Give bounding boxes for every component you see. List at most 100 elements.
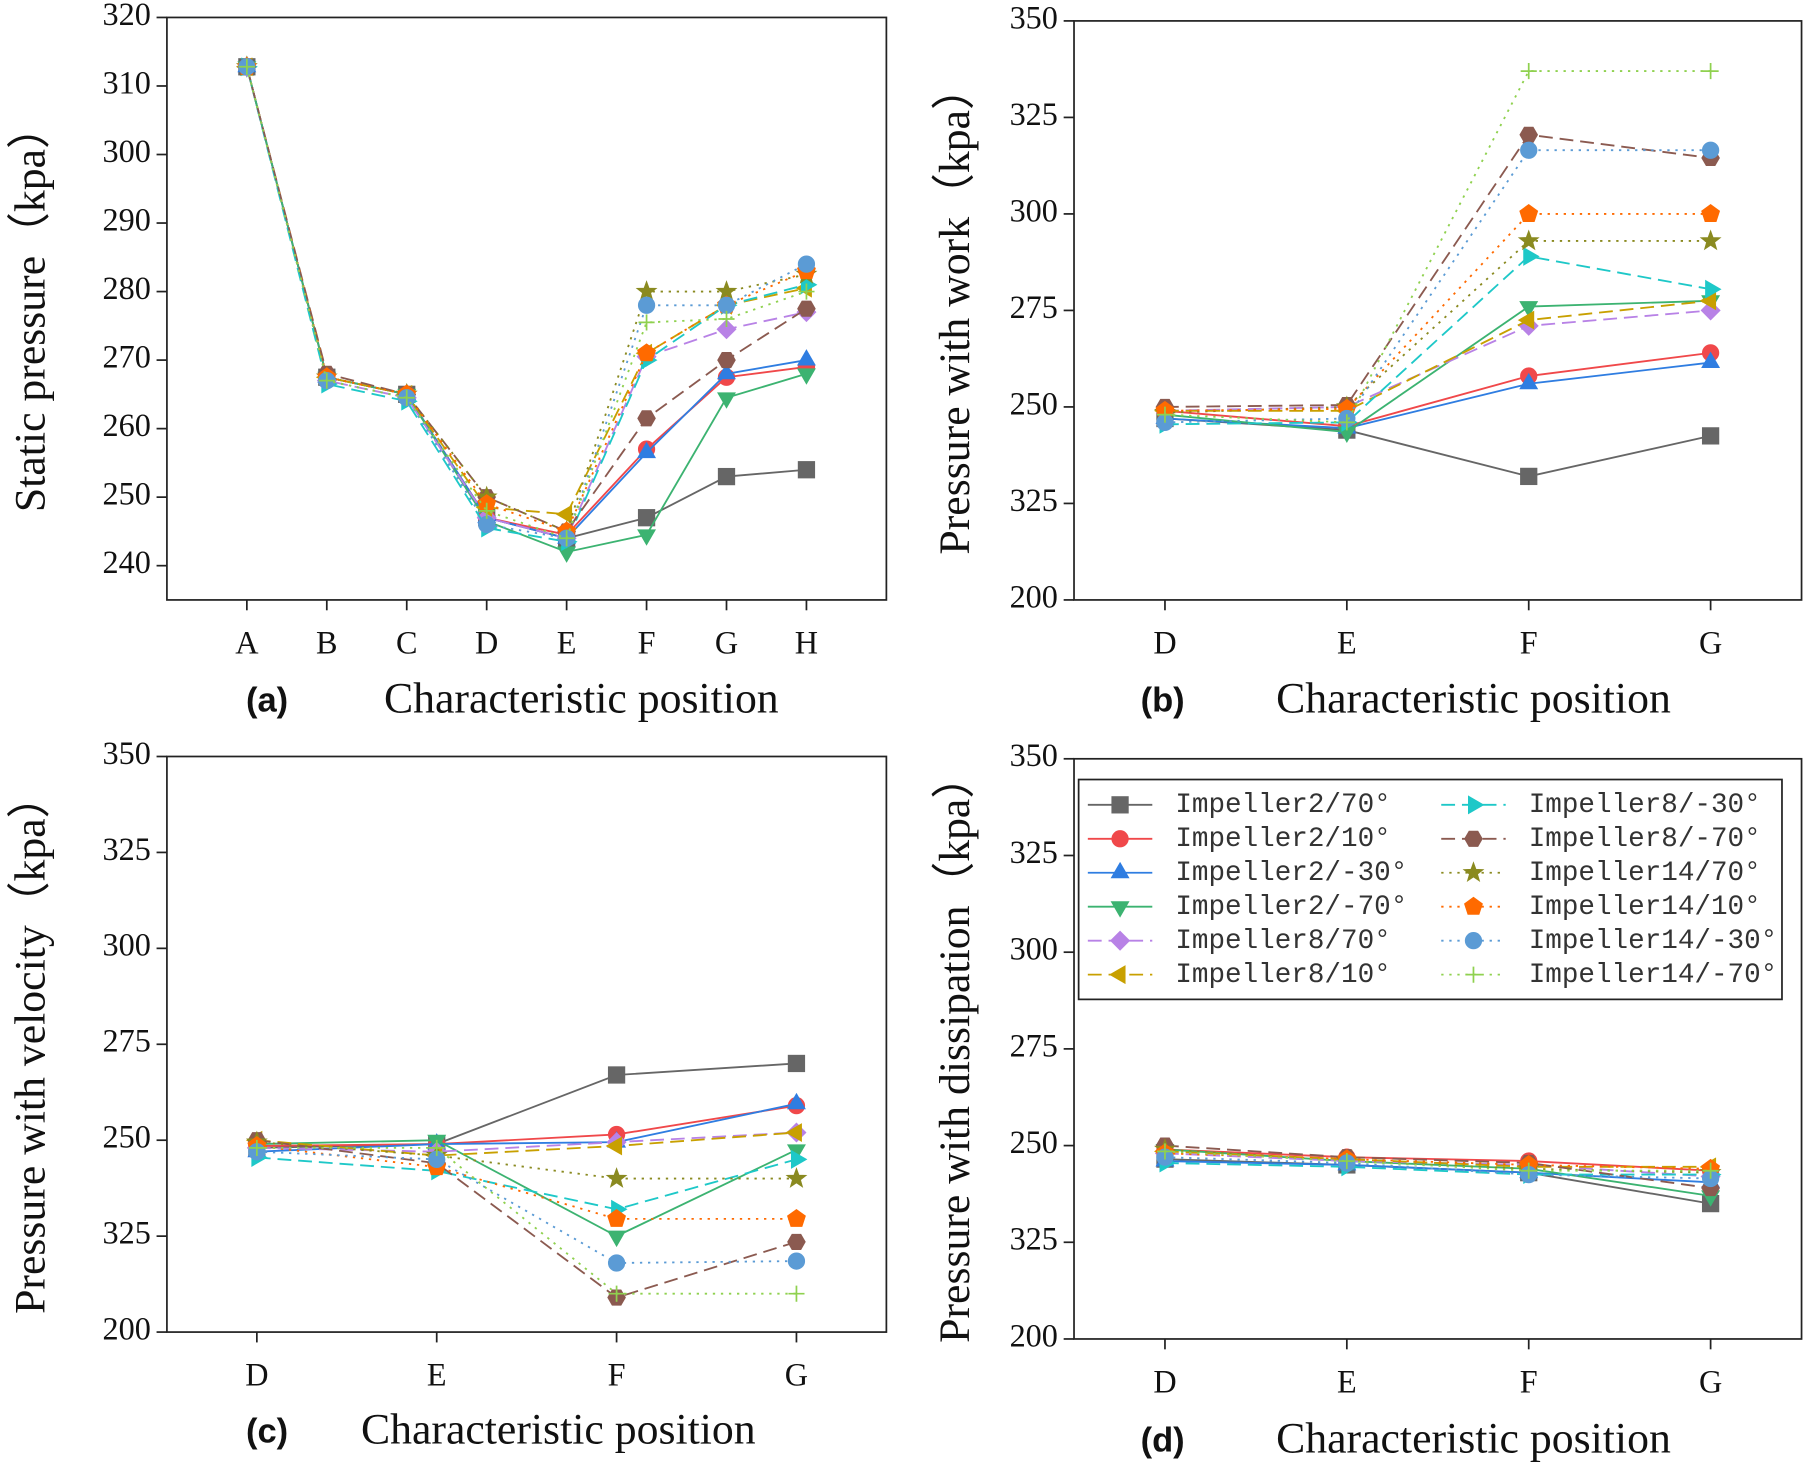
series-line xyxy=(256,1139,797,1238)
legend: Impeller2/70°Impeller2/10°Impeller2/-30°… xyxy=(1077,778,1783,1001)
marker xyxy=(1520,467,1538,486)
y-tick-label: 350 xyxy=(102,735,150,771)
x-tick-label: F xyxy=(1520,1363,1538,1399)
x-tick-label: H xyxy=(795,624,818,660)
marker xyxy=(1464,830,1483,847)
marker xyxy=(635,280,658,301)
y-tick-label: 300 xyxy=(102,927,150,963)
marker xyxy=(1705,279,1722,299)
marker xyxy=(637,343,656,362)
series-line xyxy=(1164,212,1711,412)
x-tick-label: G xyxy=(715,624,738,660)
series-line xyxy=(1164,1162,1711,1176)
x-tick-label: F xyxy=(1520,624,1538,660)
x-tick-label: D xyxy=(475,624,498,660)
marker xyxy=(717,362,736,380)
legend-label: Impeller8/10° xyxy=(1175,960,1390,991)
marker xyxy=(557,546,577,563)
y-tick-label: 275 xyxy=(1010,289,1058,325)
marker xyxy=(1519,203,1539,222)
series-line xyxy=(1164,309,1711,412)
chart-panel: 200 325 250 275 300 325 350 D E F G Pressure with v… xyxy=(7,735,888,1453)
marker xyxy=(797,461,816,479)
y-tick-label: 250 xyxy=(102,476,150,512)
marker xyxy=(717,352,736,369)
y-tick-label: 350 xyxy=(1010,737,1058,773)
marker xyxy=(248,1139,265,1156)
chart-panel: 200 325 250 275 300 325 350 D E F G Pressure with d… xyxy=(931,737,1803,1463)
legend-label: Impeller8/70° xyxy=(1175,926,1390,957)
marker xyxy=(1156,406,1174,423)
legend-label: Impeller14/10° xyxy=(1529,892,1761,923)
y-tick-label: 320 xyxy=(102,0,150,32)
y-tick-label: 300 xyxy=(1010,192,1058,228)
marker xyxy=(478,515,496,534)
x-tick-label: D xyxy=(1153,624,1176,660)
marker xyxy=(1465,966,1482,983)
marker xyxy=(1519,301,1539,318)
series-line xyxy=(1164,70,1711,424)
series-line xyxy=(256,1104,797,1147)
y-tick-label: 200 xyxy=(1010,578,1058,614)
y-tick-label: 260 xyxy=(102,407,150,443)
marker xyxy=(797,300,816,317)
marker xyxy=(1519,372,1539,390)
marker xyxy=(1110,930,1131,951)
marker xyxy=(1517,310,1535,330)
marker xyxy=(1110,901,1130,918)
panel-label: (d) xyxy=(1141,1422,1185,1460)
marker xyxy=(478,502,495,519)
marker xyxy=(1702,1162,1719,1179)
marker xyxy=(637,410,656,427)
marker xyxy=(716,319,737,340)
series-line xyxy=(1164,351,1711,428)
x-axis-title: Characteristic position xyxy=(361,1405,756,1453)
legend-label: Impeller2/70° xyxy=(1175,790,1390,821)
marker xyxy=(717,467,736,486)
series-line xyxy=(256,1062,797,1149)
marker xyxy=(1464,932,1483,950)
marker xyxy=(786,1092,806,1110)
y-tick-label: 325 xyxy=(102,1215,150,1251)
marker xyxy=(428,1139,445,1156)
marker xyxy=(717,392,736,409)
marker xyxy=(398,389,415,406)
marker xyxy=(607,1230,627,1248)
marker xyxy=(1109,965,1126,985)
y-tick-label: 300 xyxy=(1010,931,1058,967)
series-line xyxy=(1164,149,1711,424)
y-tick-label: 250 xyxy=(1010,1124,1058,1160)
marker xyxy=(788,1285,805,1302)
marker xyxy=(1520,141,1538,159)
marker xyxy=(787,1252,806,1270)
marker xyxy=(1702,63,1719,80)
marker xyxy=(717,296,736,314)
series-line xyxy=(1164,255,1711,426)
series-line xyxy=(256,1139,797,1299)
series-line xyxy=(256,1146,797,1295)
marker xyxy=(1701,351,1721,369)
marker xyxy=(1462,861,1485,883)
marker xyxy=(607,1066,626,1084)
x-tick-label: E xyxy=(1337,624,1357,660)
marker xyxy=(787,1054,806,1073)
marker xyxy=(1111,796,1129,814)
x-tick-label: B xyxy=(316,624,337,660)
legend-label: Impeller14/-70° xyxy=(1529,960,1778,991)
marker xyxy=(1701,427,1720,445)
marker xyxy=(1338,1152,1355,1170)
panel-label: (b) xyxy=(1141,682,1185,720)
series-line xyxy=(1164,133,1711,408)
y-tick-label: 270 xyxy=(102,338,150,374)
panel-label: (a) xyxy=(246,682,288,720)
legend-label: Impeller2/-30° xyxy=(1175,858,1407,889)
marker xyxy=(607,1208,627,1227)
y-tick-label: 275 xyxy=(102,1023,150,1059)
y-tick-label: 250 xyxy=(1010,385,1058,421)
marker xyxy=(637,529,657,546)
marker xyxy=(1464,896,1483,915)
x-tick-label: A xyxy=(235,624,259,660)
marker xyxy=(796,368,816,385)
